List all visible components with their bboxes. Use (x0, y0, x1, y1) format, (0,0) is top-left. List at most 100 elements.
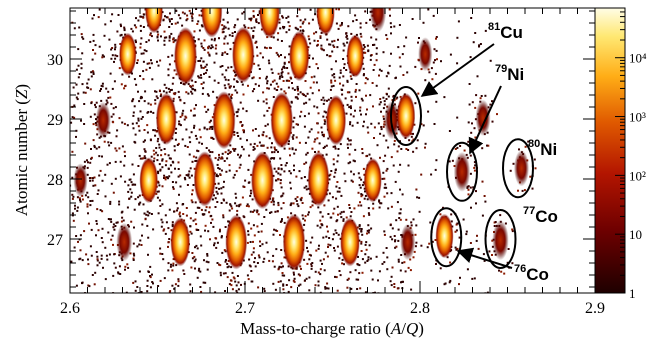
event-pixel (216, 262, 219, 264)
event-pixel (481, 180, 484, 183)
event-pixel (160, 1, 162, 3)
event-pixel (167, 154, 170, 157)
event-pixel (349, 143, 352, 146)
event-pixel (131, 163, 134, 166)
event-pixel (145, 50, 148, 53)
isotope-blob (212, 91, 236, 150)
event-pixel (174, 22, 177, 25)
event-pixel (359, 109, 362, 112)
event-pixel (448, 281, 451, 284)
event-pixel (108, 144, 111, 147)
event-pixel (366, 44, 369, 47)
event-pixel (326, 54, 329, 57)
event-pixel (216, 163, 219, 166)
event-pixel (332, 145, 335, 148)
event-pixel (283, 221, 286, 224)
event-pixel (255, 18, 258, 21)
event-pixel (114, 106, 117, 109)
event-pixel (366, 229, 369, 232)
event-pixel (230, 95, 232, 98)
event-pixel (252, 146, 255, 148)
event-pixel (169, 12, 171, 15)
event-pixel (277, 280, 280, 283)
event-pixel (252, 36, 255, 39)
event-pixel (166, 5, 168, 7)
event-pixel (201, 92, 204, 95)
event-pixel (274, 210, 277, 213)
event-pixel (279, 157, 282, 160)
event-pixel (343, 44, 346, 47)
event-pixel (252, 224, 255, 227)
event-pixel (81, 281, 84, 284)
event-pixel (272, 200, 275, 203)
event-pixel (337, 38, 339, 41)
event-pixel (130, 195, 133, 198)
event-pixel (362, 125, 365, 128)
event-pixel (250, 27, 253, 30)
event-pixel (336, 245, 339, 248)
event-pixel (246, 274, 249, 277)
event-pixel (246, 241, 249, 244)
event-pixel (160, 218, 163, 221)
event-pixel (194, 81, 197, 83)
event-pixel (109, 96, 112, 99)
event-pixel (456, 222, 459, 225)
event-pixel (185, 207, 188, 209)
event-pixel (455, 248, 458, 251)
event-pixel (175, 181, 178, 184)
event-pixel (198, 128, 201, 131)
event-pixel (222, 272, 225, 275)
event-pixel (279, 173, 282, 176)
event-pixel (162, 0, 164, 1)
isotope-label: 81Cu (488, 21, 523, 42)
event-pixel (321, 215, 324, 218)
event-pixel (360, 204, 363, 207)
event-pixel (391, 266, 394, 269)
event-pixel (119, 23, 122, 26)
event-pixel (300, 267, 302, 270)
event-pixel (208, 127, 211, 130)
event-pixel (127, 184, 130, 187)
event-pixel (271, 71, 274, 74)
event-pixel (141, 234, 143, 237)
event-pixel (206, 93, 209, 96)
event-pixel (465, 233, 468, 236)
event-pixel (138, 154, 141, 157)
event-pixel (402, 74, 405, 76)
event-pixel (105, 99, 108, 102)
event-pixel (258, 68, 261, 70)
event-pixel (360, 178, 363, 181)
event-pixel (278, 77, 281, 80)
event-pixel (351, 180, 354, 183)
event-pixel (379, 202, 382, 205)
event-pixel (175, 127, 178, 130)
event-pixel (456, 116, 459, 119)
event-pixel (138, 100, 141, 103)
event-pixel (283, 66, 286, 69)
event-pixel (457, 20, 460, 23)
event-pixel (427, 68, 430, 71)
event-pixel (347, 277, 350, 280)
event-pixel (235, 289, 238, 292)
event-pixel (473, 166, 476, 169)
event-pixel (254, 257, 256, 260)
event-pixel (367, 49, 370, 52)
event-pixel (256, 209, 259, 212)
event-pixel (175, 111, 178, 114)
event-pixel (72, 195, 75, 198)
event-pixel (334, 145, 337, 148)
event-pixel (332, 163, 335, 166)
event-pixel (231, 35, 234, 37)
event-pixel (342, 49, 345, 52)
event-pixel (101, 155, 103, 158)
event-pixel (250, 253, 253, 256)
event-pixel (118, 117, 121, 120)
event-pixel (171, 82, 174, 85)
event-pixel (273, 228, 276, 231)
event-pixel (200, 24, 203, 27)
event-pixel (173, 69, 176, 72)
event-pixel (87, 86, 90, 89)
event-pixel (77, 76, 80, 79)
event-pixel (106, 101, 109, 104)
event-pixel (321, 48, 324, 51)
